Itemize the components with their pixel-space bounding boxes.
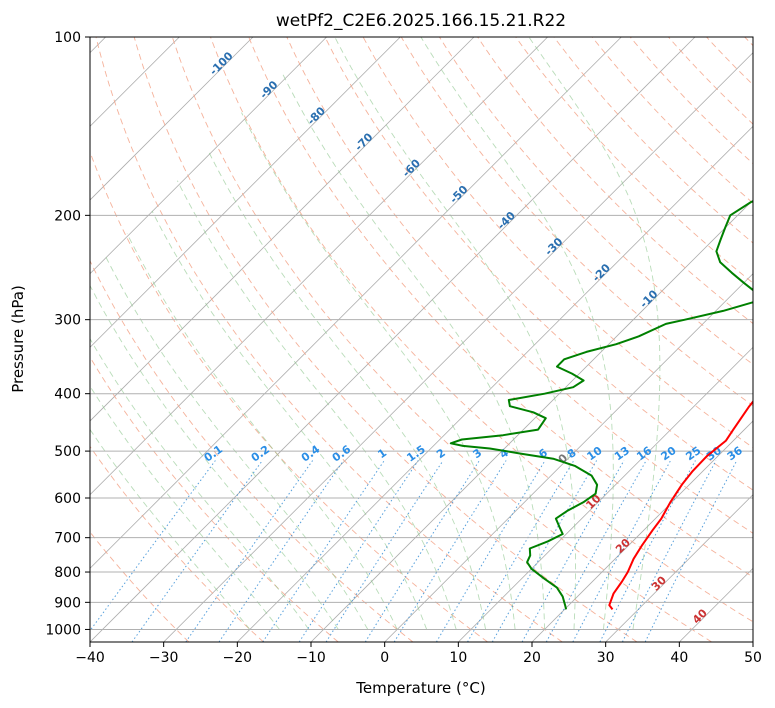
dry-adiabat-line [362,37,753,449]
y-tick-label: 400 [54,387,81,403]
y-tick-label: 200 [54,208,81,224]
x-tick-label: 10 [449,650,467,666]
x-tick-label: −30 [149,650,179,666]
dry-adiabat-line [248,37,753,578]
moist-adiabat-line [207,150,487,630]
mixing-ratio-line [262,460,385,642]
isotherm-line [458,346,753,642]
moist-adiabat-line [90,337,310,630]
mixing-ratio-line [131,460,263,642]
isotherm-line [605,494,753,642]
x-tick-label: 20 [523,650,541,666]
mixing-ratio-line [90,460,216,632]
x-tick-label: 50 [744,650,762,666]
dry-adiabat-line [133,37,638,642]
mixing-ratio-line [491,460,598,642]
isotherm-line [90,37,622,569]
dry-adiabat-line [90,259,414,642]
pressure-gridlines [90,37,753,630]
y-tick-label: 900 [54,595,81,611]
mixing-ratio-line [298,460,419,642]
x-axis-ticks: −40 −30 −20 −10 0 10 20 30 40 50 [75,642,762,666]
series-group [449,200,753,611]
dry-adiabat-line [210,37,753,623]
plot-frame [89,36,754,643]
mixing-ratio-line [185,460,314,642]
x-tick-label: 0 [380,650,389,666]
isotherm-line [163,52,753,642]
background-lines [90,37,753,642]
y-tick-label: 500 [54,444,81,460]
y-tick-label: 100 [54,30,81,46]
x-tick-label: −20 [223,650,253,666]
dry-adiabat-line [90,445,264,642]
y-tick-label: 700 [54,531,81,547]
x-tick-label: 40 [670,650,688,666]
y-tick-label: 300 [54,313,81,329]
moist-adiabat-line [90,284,339,630]
mixing-ratio-line [644,460,738,642]
moist-adiabat-line [151,210,428,630]
dewpoint-series-line [449,200,753,610]
mixing-ratio-line [545,460,647,642]
dry-adiabat-line [171,37,712,642]
dry-adiabat-line [400,37,753,407]
moist-adiabat-line [126,233,398,630]
dry-adiabat-line [324,37,753,491]
mixing-ratio-line [467,460,575,642]
moist-adiabat-line [334,37,576,630]
isotherm-line [90,37,475,422]
x-tick-label: −40 [75,650,105,666]
isotherm-line [384,273,753,642]
y-axis-ticks: 100 200 300 400 500 600 700 800 900 1000 [45,30,90,638]
y-tick-label: 600 [54,491,81,507]
isotherm-line [90,37,254,201]
isotherm-line [90,37,401,348]
isotherm-line [237,125,753,642]
chart-title: wetPf2_C2E6.2025.166.15.21.R22 [276,11,566,31]
moist-adiabat-line [176,180,457,630]
y-tick-label: 800 [54,565,81,581]
moist-adiabat-line [90,385,280,630]
x-axis-label: Temperature (°C) [355,679,485,697]
mixing-ratio-line [435,460,546,642]
temperature-series-line [608,400,753,611]
isotherm-line [90,37,327,275]
dry-adiabat-line [591,37,753,204]
dry-adiabat-line [95,37,563,642]
moist-adiabat-line [90,428,251,630]
dry-adiabat-line [629,37,753,165]
y-axis-label: Pressure (hPa) [9,285,27,393]
isotherm-line [531,420,753,642]
mixing-ratio-line [393,460,507,642]
x-tick-label: 30 [597,650,615,666]
mixing-ratio-line [521,460,625,642]
dry-adiabat-line [477,37,753,325]
isotherm-line [90,37,548,496]
moist-adiabat-line [528,37,661,630]
x-tick-label: −10 [296,650,326,666]
y-tick-label: 1000 [45,622,81,638]
moist-adiabat-line [420,37,614,630]
moist-adiabat-line [241,112,516,630]
mixing-ratio-line [218,460,344,642]
